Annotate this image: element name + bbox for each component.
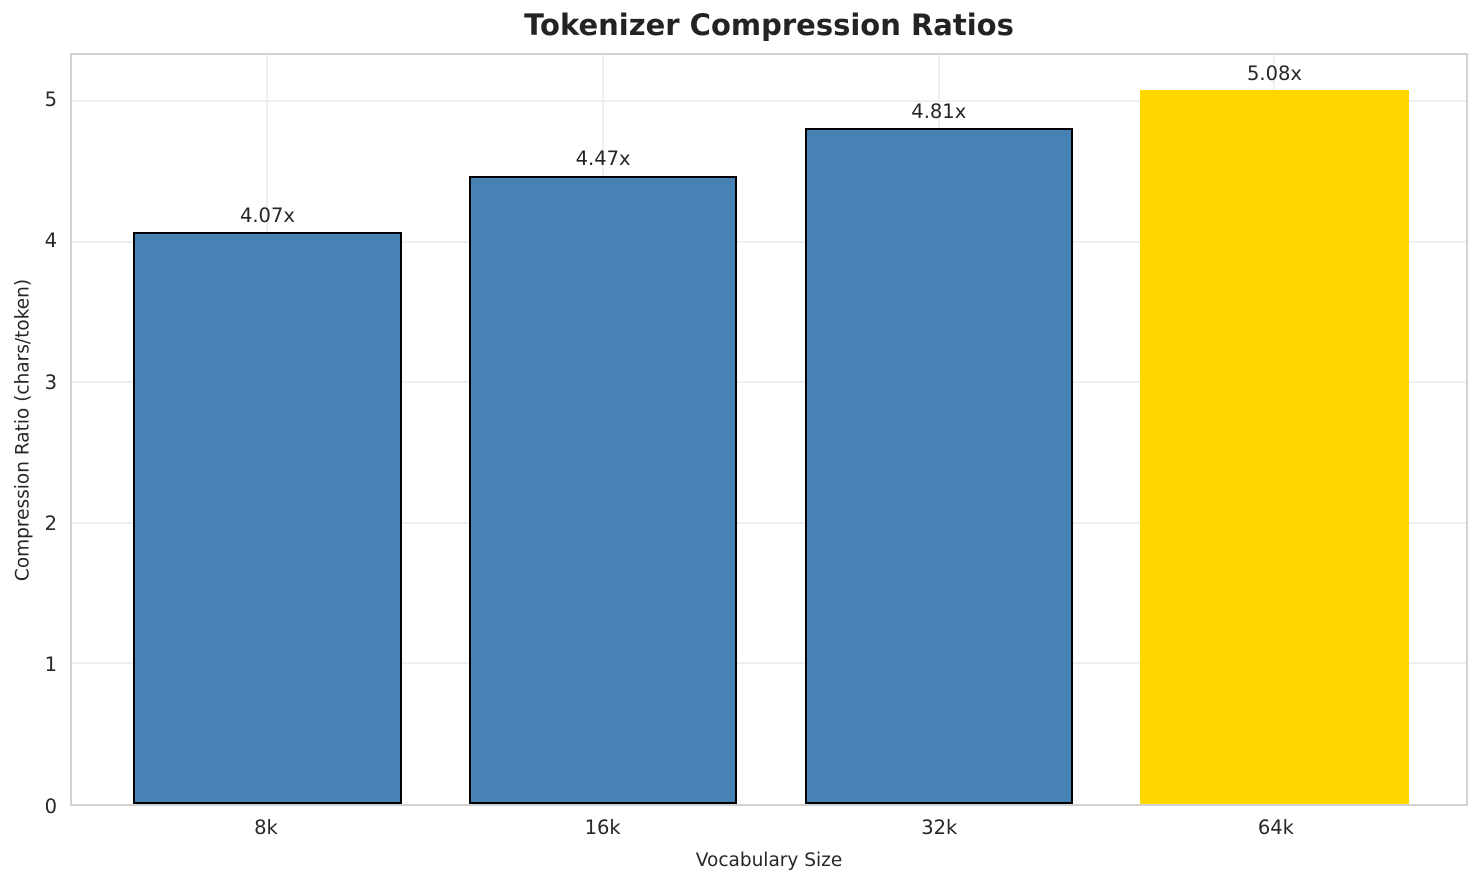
bar-64k (1140, 90, 1409, 804)
y-tick-label: 2 (44, 511, 57, 535)
y-tick-label: 5 (44, 87, 57, 111)
x-tick-label: 8k (254, 816, 278, 839)
y-gridline (72, 100, 1466, 103)
x-axis-label: Vocabulary Size (695, 850, 843, 871)
y-tick-label: 3 (44, 370, 57, 394)
bar-16k (469, 175, 738, 804)
y-tick-label: 0 (44, 794, 57, 818)
bar-value-label: 5.08x (1246, 61, 1302, 85)
y-axis: 0 1 2 3 4 5 (0, 53, 57, 815)
y-gridline (72, 521, 1466, 524)
x-axis: 8k 16k 32k 64k (70, 818, 1468, 844)
y-tick-label: 4 (44, 229, 57, 253)
y-gridline (72, 381, 1466, 384)
bar-value-label: 4.47x (575, 147, 631, 171)
bar-value-label: 4.07x (239, 203, 295, 227)
chart-title: Tokenizer Compression Ratios (524, 8, 1014, 42)
y-gridline (72, 662, 1466, 665)
x-tick-label: 16k (584, 816, 621, 839)
x-tick-label: 32k (921, 816, 958, 839)
bar-value-label: 4.81x (911, 99, 967, 123)
x-tick-label: 64k (1257, 816, 1294, 839)
bar-32k (804, 128, 1073, 804)
plot-area: 4.07x 4.47x 4.81x 5.08x (70, 53, 1468, 806)
bar-8k (133, 232, 402, 804)
y-gridline (72, 240, 1466, 243)
y-tick-label: 1 (44, 652, 57, 676)
